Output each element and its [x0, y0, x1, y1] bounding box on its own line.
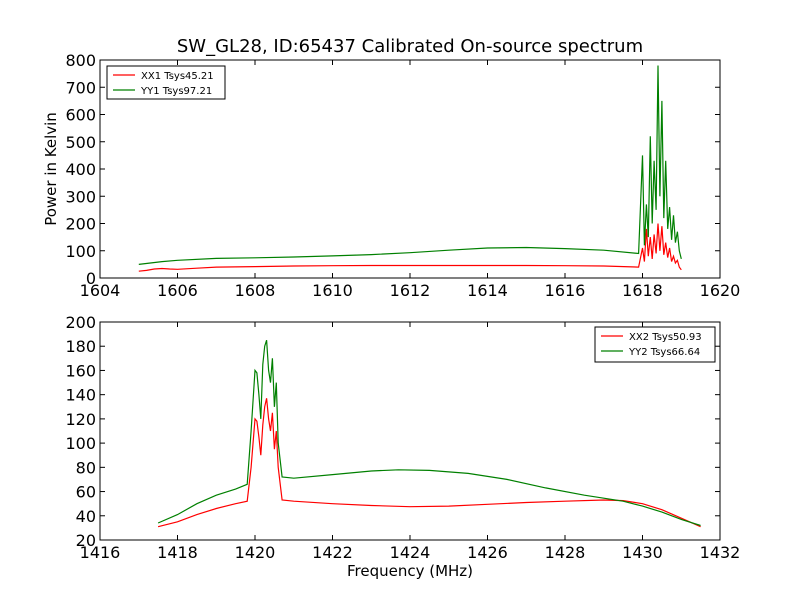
- legend-box: [594, 326, 716, 363]
- y-tick-label: 0: [86, 269, 96, 288]
- y-tick-label: 500: [65, 133, 96, 152]
- x-tick-label: 1614: [467, 281, 508, 300]
- y-tick-label: 40: [76, 507, 96, 526]
- y-tick-label: 800: [65, 51, 96, 70]
- y-tick-label: 100: [65, 242, 96, 261]
- legend-label: XX1 Tsys45.21: [141, 71, 214, 82]
- legend: XX2 Tsys50.93 YY2 Tsys66.64: [594, 326, 716, 363]
- x-tick-label: 1604: [80, 281, 121, 300]
- series-line-2: [138, 65, 682, 265]
- x-tick-label: 1428: [545, 543, 586, 562]
- chart-title: SW_GL28, ID:65437 Calibrated On-source s…: [177, 36, 643, 57]
- x-tick-label: 1620: [700, 281, 741, 300]
- y-tick-label: 200: [65, 215, 96, 234]
- legend-label: XX2 Tsys50.93: [629, 332, 702, 343]
- y-tick-label: 300: [65, 187, 96, 206]
- y-axis-label: Power in Kelvin: [42, 112, 60, 226]
- y-tick-label: 600: [65, 106, 96, 125]
- x-tick-label: 1610: [312, 281, 353, 300]
- y-tick-label: 200: [65, 313, 96, 332]
- y-tick-label: 700: [65, 78, 96, 97]
- x-tick-label: 1618: [622, 281, 663, 300]
- chart-1: 1604 1606 1608 1610 1612 1614 1616 1618 1620 0 100…: [42, 36, 740, 300]
- series-line-1: [157, 398, 701, 528]
- x-tick-label: 1606: [157, 281, 198, 300]
- x-tick-label: 1608: [235, 281, 276, 300]
- x-tick-label: 1430: [622, 543, 663, 562]
- y-tick-label: 160: [65, 361, 96, 380]
- legend-box: [106, 65, 226, 100]
- y-tick-label: 80: [76, 458, 96, 477]
- y-tick-label: 20: [76, 531, 96, 550]
- y-tick-label: 100: [65, 434, 96, 453]
- x-tick-label: 1426: [467, 543, 508, 562]
- chart-2: 1416 1418 1420 1422 1424 1426 1428 1430 1432 20 40…: [65, 313, 740, 580]
- y-tick-label: 400: [65, 160, 96, 179]
- legend-label: YY1 Tsys97.21: [140, 86, 212, 97]
- x-tick-label: 1612: [390, 281, 431, 300]
- x-axis-label: Frequency (MHz): [347, 562, 473, 580]
- legend: XX1 Tsys45.21 YY1 Tsys97.21: [106, 65, 226, 100]
- legend-label: YY2 Tsys66.64: [628, 347, 700, 358]
- y-tick-label: 120: [65, 410, 96, 429]
- y-tick-label: 60: [76, 483, 96, 502]
- x-tick-label: 1420: [235, 543, 276, 562]
- x-tick-label: 1616: [545, 281, 586, 300]
- series-line-2: [157, 340, 701, 527]
- x-tick-label: 1416: [80, 543, 121, 562]
- x-tick-label: 1418: [157, 543, 198, 562]
- x-tick-label: 1432: [700, 543, 741, 562]
- series-line-1: [138, 223, 682, 272]
- x-tick-label: 1422: [312, 543, 353, 562]
- x-tick-label: 1424: [390, 543, 431, 562]
- y-tick-label: 180: [65, 337, 96, 356]
- y-tick-label: 140: [65, 386, 96, 405]
